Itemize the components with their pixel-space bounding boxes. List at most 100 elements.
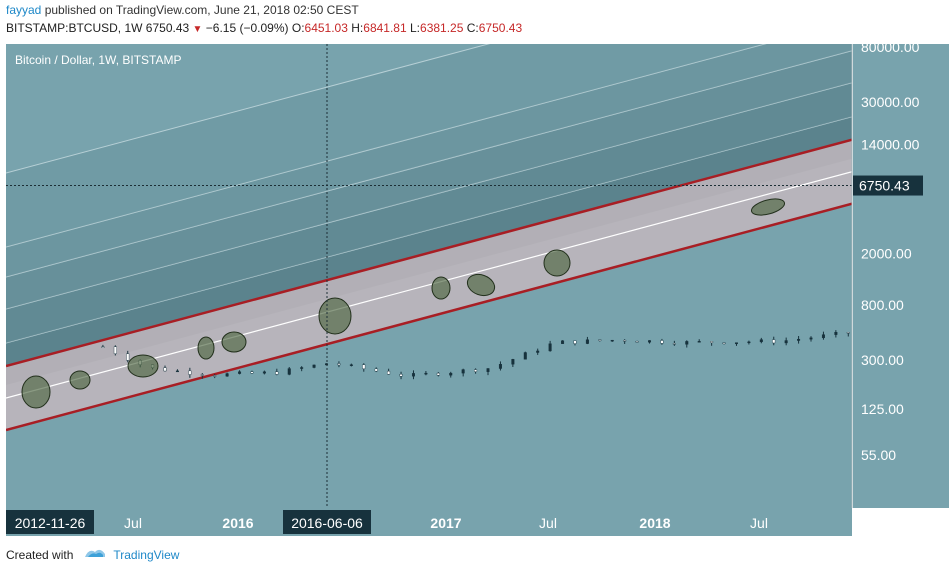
open-label: O: [291,21,305,35]
candle-body [238,371,242,374]
candle-body [387,370,391,375]
crosshair [6,44,852,508]
candle-body [660,340,664,344]
y-axis: 80000.00 30000.00 14000.00 2000.00 800.00 300… [853,39,949,508]
x-axis: 2012-11-26 Jul 2016 2016-06-06 2017 Jul 2018 Ju… [6,508,852,536]
channel-upper-line [6,138,852,368]
candle-body [213,375,217,377]
candle-body [697,341,701,343]
candle-body [424,372,428,375]
x-tick-label: 2012-11-26 [15,515,86,531]
low-value: 6381.25 [420,21,464,35]
candle-body [101,346,105,348]
candle-body [635,341,639,343]
candles [101,330,850,380]
published-text: published on TradingView.com, June 21, 2… [44,3,359,17]
highlight-ellipse [221,331,247,353]
y-tick-label: 55.00 [861,447,896,463]
candle-body [262,371,266,374]
y-tick-label: 80000.00 [861,39,920,55]
down-triangle-icon: ▼ [192,24,203,35]
highlight-ellipse [197,336,215,360]
x-badge [283,510,371,534]
candle-body [523,352,527,360]
candle-body [486,368,490,372]
candle-body [561,340,565,344]
high-value: 6841.81 [363,21,407,35]
candle-body [759,339,763,343]
candle-body [312,364,316,368]
y-tick-label: 800.00 [861,297,904,313]
fib-band [6,44,765,247]
symbol-label: BITSTAMP:BTCUSD, 1W [6,21,143,35]
created-with-label: Created with [6,547,74,562]
candle-body [436,372,440,376]
y-tick-label: 14000.00 [861,137,920,153]
candle-body [809,337,813,340]
candle-body [200,374,204,376]
y-tick-label: 125.00 [861,401,904,417]
x-axis-bg [6,508,852,536]
close-label: C: [466,21,479,35]
fib-band [6,44,852,277]
candle-body [113,346,117,354]
chart-header-ohlc: BITSTAMP:BTCUSD, 1W 6750.43 ▼ −6.15 (−0.… [6,21,522,35]
y-tick-label: 30000.00 [861,94,920,110]
y-tick-label: 2000.00 [861,246,912,262]
chart-title: Bitcoin / Dollar, 1W, BITSTAMP [15,53,182,67]
x-tick-label: 2016 [222,515,253,531]
channel-lower-line [6,202,852,432]
chart-header-publisher: fayyad published on TradingView.com, Jun… [6,3,359,17]
close-value: 6750.43 [478,21,523,35]
tradingview-link[interactable]: TradingView [113,547,180,562]
candle-body [374,368,378,372]
candle-body [362,364,366,370]
candle-body [710,341,714,343]
candle-body [772,339,776,344]
candle-body [734,342,738,345]
fib-line [6,50,852,278]
candle-body [250,371,254,374]
fib-band [6,50,852,309]
highlight-ellipse [127,354,159,378]
candle-body [275,371,279,375]
highlight-ellipse [318,297,352,335]
candle-body [610,339,614,342]
candle-body [598,339,602,341]
candle-body [300,367,304,369]
low-label: L: [410,21,421,35]
highlight-ellipse [466,273,496,297]
candle-body [126,353,130,361]
change-value: −6.15 (−0.09%) [205,21,289,35]
x-tick-label: Jul [750,515,768,531]
candle-body [287,368,291,375]
candle-body [797,338,801,341]
x-tick-label: Jul [539,515,557,531]
candle-body [623,339,627,342]
highlight-ellipse [69,370,91,390]
candle-body [188,370,192,375]
candle-body [163,367,167,372]
footer: Created with TradingView [6,546,179,563]
candle-body [548,343,552,352]
y-tick-label: 300.00 [861,352,904,368]
last-price: 6750.43 [145,21,190,35]
candle-body [536,350,540,353]
price-badge [853,175,923,196]
candle-body [648,340,652,343]
candle-body [474,369,478,372]
x-tick-label: Jul [124,515,142,531]
tradingview-logo-icon [83,546,107,563]
y-axis-bg [853,44,949,508]
candle-body [846,332,850,334]
author-link[interactable]: fayyad [6,3,42,17]
fib-line [6,44,767,248]
chart-layer [6,44,852,508]
candle-body [337,363,341,366]
candle-body [685,341,689,345]
x-tick-label: 2017 [430,515,461,531]
candle-body [349,364,353,366]
candle-body [411,373,415,377]
candle-body [585,339,589,344]
